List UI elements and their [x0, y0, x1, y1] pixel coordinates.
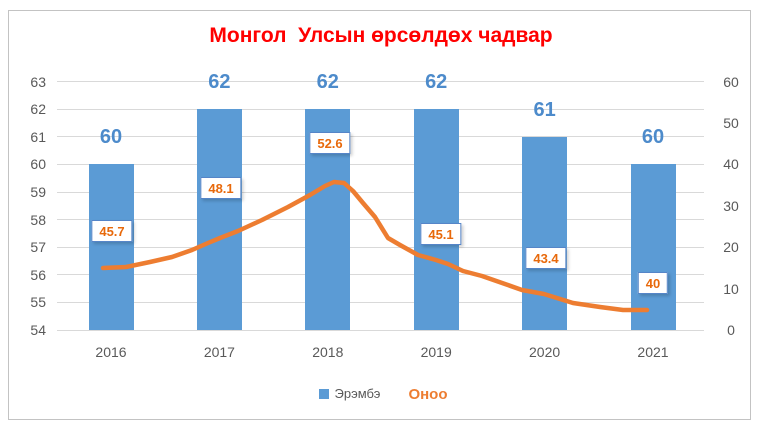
left-axis-tick: 56 [30, 266, 46, 283]
right-axis-tick: 20 [723, 239, 739, 256]
right-axis-tick: 10 [723, 280, 739, 297]
bar-value-label-2017: 62 [208, 71, 231, 94]
right-axis-tick: 60 [723, 73, 739, 90]
bar-series-swatch-icon [318, 389, 329, 399]
bar-value-label-2021: 60 [641, 126, 665, 149]
gridline [57, 191, 704, 193]
bar-2020 [522, 136, 568, 330]
legend: Эрэмбэ Оноо [0, 384, 766, 404]
left-axis-tick: 54 [30, 322, 46, 338]
right-axis-tick: 40 [723, 156, 739, 173]
gridline [57, 108, 704, 110]
gridline [57, 274, 704, 276]
bar-value-label-2019: 62 [425, 71, 448, 94]
left-axis-tick: 58 [30, 211, 46, 228]
x-axis-label-2017: 2017 [203, 344, 235, 360]
bar-value-label-2018: 62 [316, 71, 339, 94]
left-axis-tick: 60 [30, 156, 46, 173]
left-axis-tick: 59 [30, 184, 46, 200]
gridline [57, 81, 704, 83]
line-point-label-2016: 45.7 [91, 220, 133, 242]
gridline [57, 329, 704, 331]
legend-label-erembe: Эрэмбэ [334, 386, 381, 401]
bar-2016 [88, 164, 134, 330]
x-axis-label-2018: 2018 [312, 344, 344, 360]
gridline [57, 246, 704, 248]
left-axis-tick: 57 [30, 239, 46, 256]
x-axis-label-2016: 2016 [95, 344, 127, 360]
line-point-label-2017: 48.1 [200, 177, 242, 199]
right-axis-tick: 0 [727, 322, 735, 338]
right-axis-tick: 30 [723, 197, 739, 214]
left-axis-tick: 63 [30, 73, 46, 90]
left-axis-tick: 62 [30, 101, 46, 118]
legend-item-erembe: Эрэмбэ [318, 386, 381, 401]
bar-value-label-2020: 61 [533, 98, 556, 121]
x-axis-label-2020: 2020 [529, 344, 561, 360]
left-axis-tick: 61 [30, 128, 46, 145]
x-axis-label-2019: 2019 [420, 344, 452, 360]
gridline [57, 219, 704, 221]
x-axis-label-2021: 2021 [637, 344, 669, 360]
gridline [57, 136, 704, 138]
bar-2021 [630, 164, 676, 330]
chart-title: Монгол Улсын өрсөлдөх чадвар [209, 24, 553, 47]
gridline [57, 163, 704, 165]
left-axis-tick: 55 [30, 294, 46, 311]
line-point-label-2019: 45.1 [420, 223, 462, 245]
legend-label-onoo: Оноо [408, 385, 448, 403]
line-point-label-2020: 43.4 [525, 247, 567, 269]
line-point-label-2018: 52.6 [309, 132, 351, 154]
right-axis-tick: 50 [723, 115, 739, 131]
legend-item-onoo: Оноо [408, 387, 447, 402]
bar-2019 [413, 109, 459, 330]
line-point-label-2021: 40 [637, 272, 669, 294]
gridline [57, 301, 704, 303]
bar-2017 [196, 109, 242, 330]
bar-value-label-2016: 60 [99, 126, 123, 149]
